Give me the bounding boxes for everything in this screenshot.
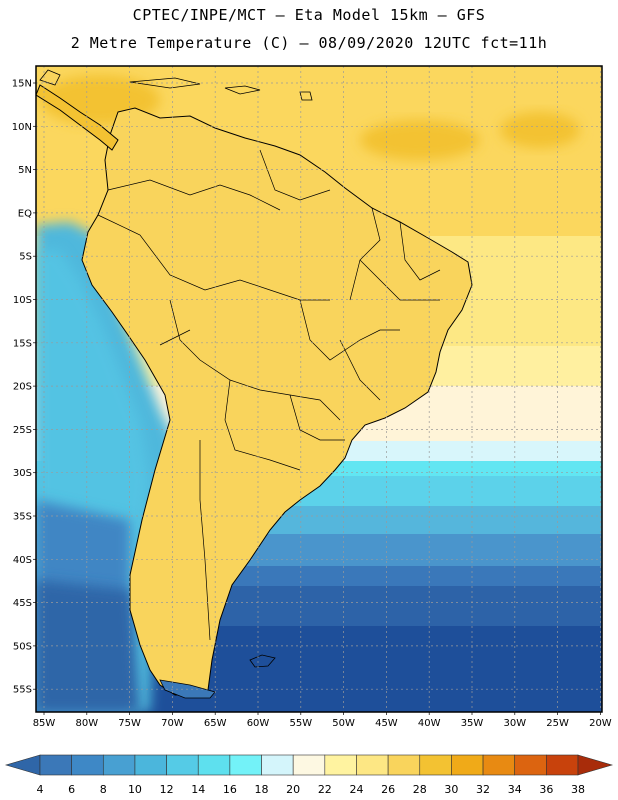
cb-label: 4 [37,783,44,796]
color-bar-swatch [451,754,484,776]
cb-label: 36 [539,783,553,796]
cb-label: 22 [318,783,332,796]
temperature-field [36,66,602,712]
cb-label: 10 [128,783,142,796]
cb-label: 16 [223,783,237,796]
lat-label: 40S [13,555,32,566]
cb-label: 20 [286,783,300,796]
color-bar-swatch [39,754,72,776]
color-bar-swatch [229,754,262,776]
lon-label: 35W [461,718,484,729]
lon-label: 30W [503,718,526,729]
cb-label: 32 [476,783,490,796]
map-frame [35,65,603,713]
lon-label: 25W [546,718,569,729]
color-bar-swatch [292,754,326,776]
color-bar-swatch [387,754,421,776]
lon-label: 50W [332,718,355,729]
title-line-1: CPTEC/INPE/MCT – Eta Model 15km – GFS [132,6,486,24]
lat-label: 15N [12,79,32,90]
color-bar-high-arrow [577,754,614,776]
lon-label: 55W [289,718,312,729]
color-bar-swatch [134,754,167,776]
lat-label: 50S [13,641,32,652]
lat-label: EQ [18,208,32,219]
color-bar-swatch [197,754,231,776]
cb-label: 30 [444,783,458,796]
title-line-2: 2 Metre Temperature (C) – 08/09/2020 12U… [70,34,548,52]
cb-label: 28 [413,783,427,796]
color-bar-swatch [482,754,516,776]
lat-label: 55S [13,685,32,696]
lon-label: 75W [118,718,141,729]
lon-label: 80W [75,718,98,729]
lon-label: 85W [33,718,56,729]
lon-label: 45W [375,718,398,729]
lat-label: 10N [12,122,32,133]
cb-label: 26 [381,783,395,796]
color-bar-low-arrow [4,754,41,776]
color-bar-swatch [419,754,452,776]
color-bar-swatch [102,754,136,776]
color-bar-labels: 4 6 8 10 12 14 16 18 20 22 24 26 28 30 3… [37,783,586,796]
lat-label: 5N [18,165,32,176]
cb-label: 18 [255,783,269,796]
lon-label: 70W [161,718,184,729]
cb-label: 34 [508,783,522,796]
cb-label: 24 [349,783,363,796]
color-bar-swatch [71,754,104,776]
lat-label: 45S [13,598,32,609]
cb-label: 6 [68,783,75,796]
color-bar [4,754,614,776]
lat-label: 10S [13,295,32,306]
cb-label: 8 [100,783,107,796]
color-bar-swatch [324,754,357,776]
lat-label: 25S [13,425,32,436]
color-bar-swatch [166,754,199,776]
cb-label: 38 [571,783,585,796]
lat-label: 15S [13,338,32,349]
color-bar-swatch [356,754,389,776]
color-bar-swatch [546,754,579,776]
lat-label: 20S [13,382,32,393]
lon-label: 20W [589,718,612,729]
longitude-labels: 85W 80W 75W 70W 65W 60W 55W 50W 45W 40W … [33,718,612,729]
lat-label: 5S [19,252,32,263]
lon-label: 65W [204,718,227,729]
latitude-labels: 15N 10N 5N EQ 5S 10S 15S 20S 25S 30S 35S… [12,79,32,696]
lon-label: 60W [247,718,270,729]
lon-label: 40W [418,718,441,729]
lat-label: 35S [13,512,32,523]
lat-label: 30S [13,468,32,479]
cb-label: 12 [160,783,174,796]
color-bar-swatch [514,754,547,776]
cb-label: 14 [191,783,205,796]
grid-lines [33,66,602,715]
color-bar-swatch [261,754,294,776]
